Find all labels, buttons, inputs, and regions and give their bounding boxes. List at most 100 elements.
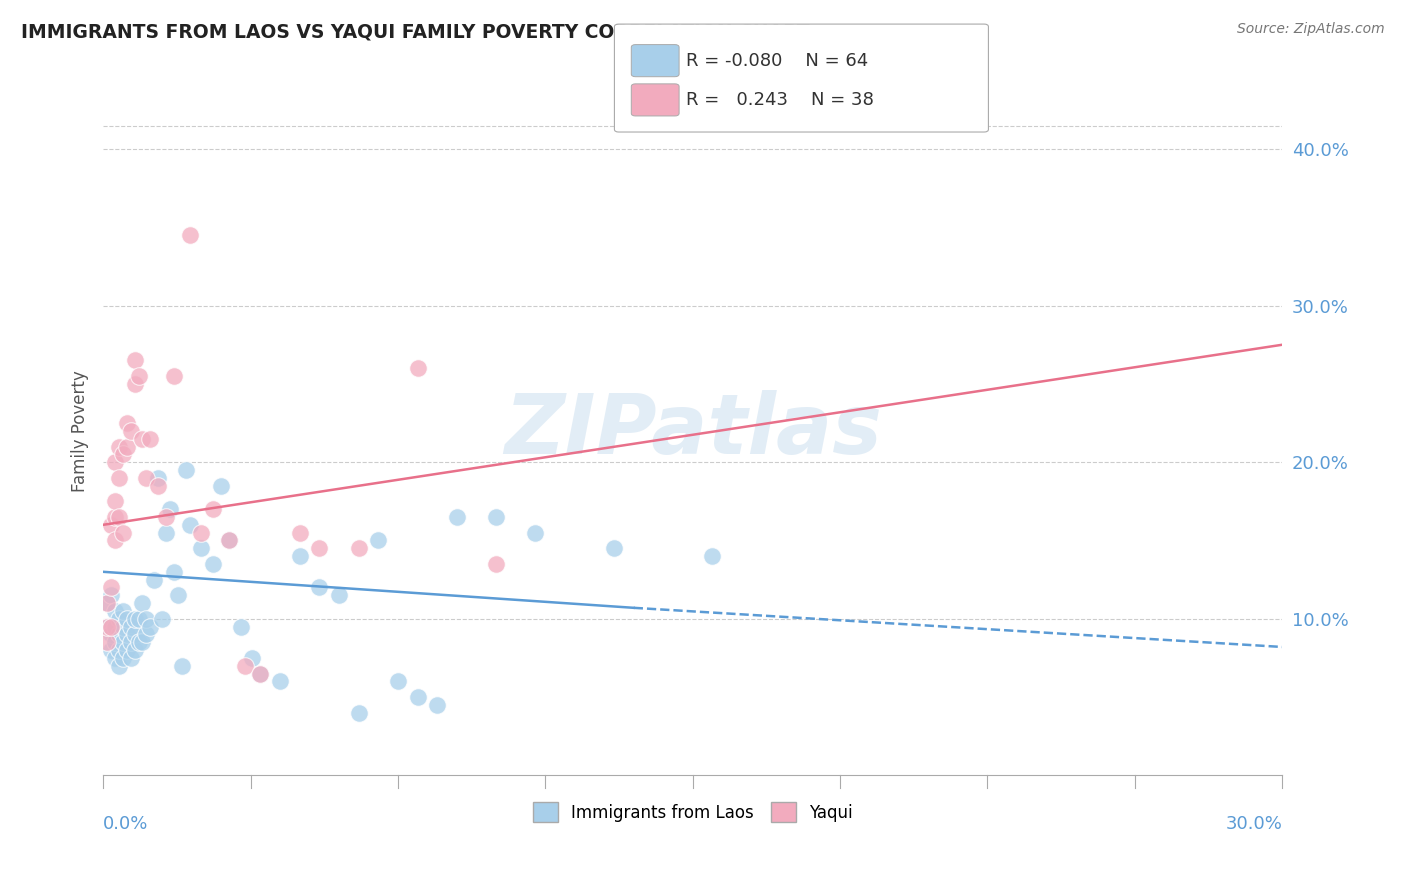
Point [146,478,169,492]
Point [603,541,626,556]
Point [328,588,350,602]
Point [202,557,225,571]
Point [242,651,264,665]
Point [202,502,225,516]
Text: ZIPatlas: ZIPatlas [503,391,882,471]
Point [104,494,127,508]
Point [100,643,122,657]
Point [111,635,134,649]
Point [233,658,256,673]
Point [702,549,724,563]
Point [111,447,134,461]
Point [108,627,131,641]
Point [426,698,449,712]
Point [159,502,181,516]
Point [190,541,212,556]
Point [128,635,150,649]
Text: IMMIGRANTS FROM LAOS VS YAQUI FAMILY POVERTY CORRELATION CHART: IMMIGRANTS FROM LAOS VS YAQUI FAMILY POV… [21,22,810,41]
Point [100,517,122,532]
Point [104,455,127,469]
Point [135,627,157,641]
Point [120,635,142,649]
Point [128,612,150,626]
Point [163,369,186,384]
Point [128,369,150,384]
Point [108,471,131,485]
Point [108,643,131,657]
Point [166,588,188,602]
Point [406,690,429,704]
Point [120,424,142,438]
Point [108,510,131,524]
Point [104,651,127,665]
Point [218,533,240,548]
Point [111,525,134,540]
Point [100,627,122,641]
Point [111,619,134,633]
Point [104,635,127,649]
Point [120,619,142,633]
Point [179,228,201,243]
Point [100,581,122,595]
Point [115,612,138,626]
Y-axis label: Family Poverty: Family Poverty [72,370,89,491]
Point [229,619,252,633]
Point [100,619,122,633]
Text: R = -0.080    N = 64: R = -0.080 N = 64 [686,52,869,70]
Point [120,651,142,665]
Point [155,525,177,540]
Point [96,619,118,633]
Point [108,612,131,626]
Point [347,541,370,556]
Point [288,525,311,540]
Point [108,658,131,673]
Point [135,612,157,626]
Point [104,604,127,618]
Point [139,619,162,633]
Point [104,533,127,548]
Point [96,596,118,610]
Point [446,510,468,524]
Point [124,627,146,641]
Text: Source: ZipAtlas.com: Source: ZipAtlas.com [1237,22,1385,37]
Point [115,643,138,657]
Point [485,510,508,524]
Point [115,627,138,641]
Point [100,588,122,602]
Point [108,440,131,454]
Point [135,471,157,485]
Point [115,440,138,454]
Point [131,635,153,649]
Point [174,463,197,477]
Point [150,612,173,626]
Point [124,376,146,391]
Point [96,619,118,633]
Text: R =   0.243    N = 38: R = 0.243 N = 38 [686,91,875,109]
Point [143,573,166,587]
Point [104,619,127,633]
Point [155,510,177,524]
Point [485,557,508,571]
Point [139,432,162,446]
Point [163,565,186,579]
Point [249,666,271,681]
Point [269,674,291,689]
Point [96,635,118,649]
Point [96,596,118,610]
Point [170,658,193,673]
Point [209,478,232,492]
Point [347,706,370,720]
Point [131,596,153,610]
Point [179,517,201,532]
Point [124,353,146,368]
Point [111,604,134,618]
Point [124,612,146,626]
Point [367,533,389,548]
Point [190,525,212,540]
Point [124,643,146,657]
Text: 0.0%: 0.0% [103,814,149,832]
Point [111,651,134,665]
Point [104,510,127,524]
Point [115,416,138,430]
Point [146,471,169,485]
